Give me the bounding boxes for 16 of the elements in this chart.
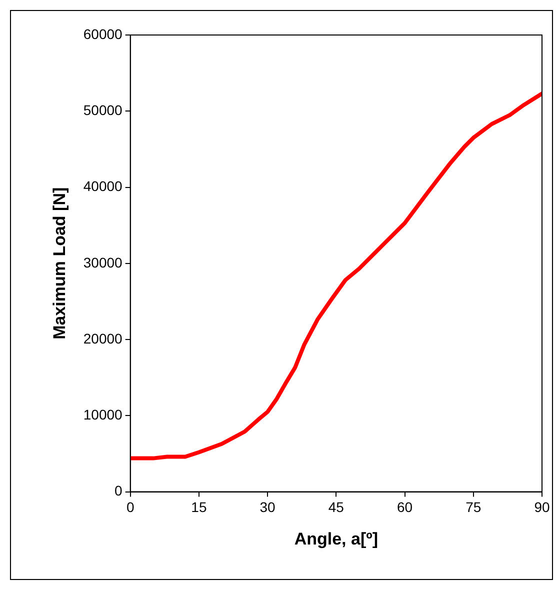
x-axis-title: Angle, a[º] bbox=[294, 529, 378, 548]
y-tick-label: 20000 bbox=[83, 330, 123, 346]
y-axis-title: Maximum Load [N] bbox=[50, 187, 69, 340]
x-tick-label: 75 bbox=[466, 499, 482, 516]
y-tick-label: 10000 bbox=[83, 406, 123, 423]
x-tick-label: 30 bbox=[260, 499, 276, 516]
x-tick-label: 0 bbox=[126, 499, 134, 516]
y-tick-label: 60000 bbox=[83, 26, 123, 42]
y-tick-label: 40000 bbox=[83, 178, 123, 194]
y-tick-label: 30000 bbox=[83, 254, 123, 270]
y-tick-label: 0 bbox=[114, 482, 123, 499]
y-tick-label: 50000 bbox=[83, 102, 123, 118]
x-tick-label: 45 bbox=[328, 499, 344, 516]
x-tick-label: 60 bbox=[396, 499, 413, 516]
x-tick-label: 15 bbox=[191, 499, 207, 516]
x-tick-label: 90 bbox=[534, 499, 550, 516]
